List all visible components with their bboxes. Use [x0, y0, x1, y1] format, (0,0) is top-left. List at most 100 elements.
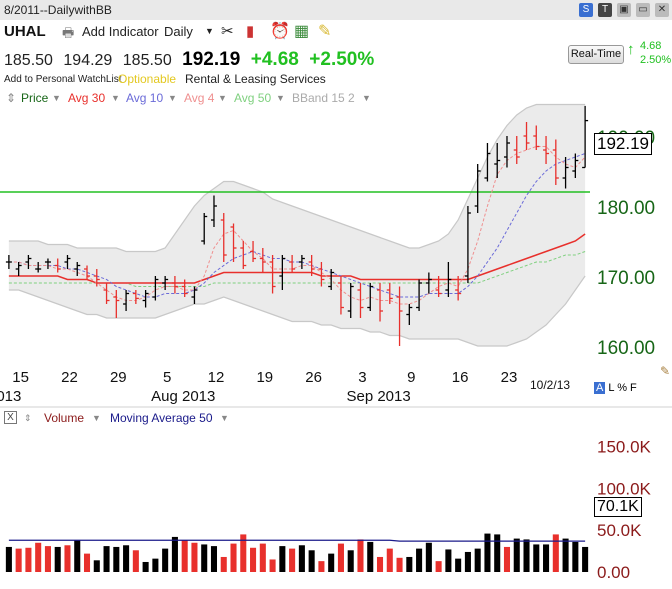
x-axis-tick: 26	[305, 369, 322, 386]
volume-bar	[464, 551, 471, 572]
last-volume-label: 70.1K	[594, 497, 642, 517]
volume-axis-tick: 100.0K	[597, 479, 652, 498]
price-bar	[357, 283, 364, 318]
legend-ma50[interactable]: Avg 50	[234, 91, 272, 105]
price-bar	[5, 255, 12, 269]
up-arrow-icon: ↑	[627, 41, 635, 58]
volume-bar	[523, 539, 530, 572]
option-pct[interactable]: %	[617, 382, 627, 394]
chevron-down-icon[interactable]: ▼	[52, 93, 61, 103]
close-panel-button[interactable]: X	[4, 411, 17, 424]
legend-ma30[interactable]: Avg 30	[68, 91, 106, 105]
volume-bar	[328, 553, 335, 572]
volume-bar	[250, 547, 257, 572]
pencil-icon[interactable]: ✎	[660, 364, 671, 378]
industry-label[interactable]: Rental & Leasing Services	[185, 72, 326, 86]
last-price-label: 192.19	[594, 133, 652, 155]
drag-handle-icon[interactable]: ⇕	[24, 413, 32, 423]
price-bar	[523, 122, 530, 150]
s-badge-icon[interactable]: S	[579, 3, 593, 17]
window-titlebar: 8/2011--DailywithBB S T ▣ ▭ ✕	[0, 0, 672, 21]
add-indicator-button[interactable]: Add Indicator	[82, 24, 159, 39]
chevron-down-icon[interactable]: ▼	[92, 413, 101, 423]
price-bar	[220, 213, 227, 262]
volume-chart[interactable]: 0.00 50.0K 100.0K 150.0K	[0, 426, 672, 589]
period-select[interactable]: Daily	[164, 24, 193, 39]
legend-bband[interactable]: BBand 15 2	[292, 91, 355, 105]
volume-ma50-line	[8, 539, 586, 542]
tools-icon[interactable]: ✂	[221, 23, 234, 40]
tv-badge-icon[interactable]: T	[598, 3, 612, 17]
option-l[interactable]: L	[608, 382, 615, 394]
volume-bar	[494, 534, 501, 572]
volume-bar	[142, 561, 149, 572]
alarm-icon[interactable]: ⏰	[270, 23, 290, 40]
volume-bar	[269, 559, 276, 572]
price-chart[interactable]: 160.00170.00180.00190.001522295121926391…	[0, 90, 672, 410]
save-icon[interactable]: ▣	[617, 3, 631, 17]
volume-bar	[210, 546, 218, 572]
symbol-label[interactable]: UHAL	[4, 23, 46, 40]
chevron-down-icon[interactable]: ▼	[218, 93, 227, 103]
price-bar	[289, 255, 296, 273]
volume-bar	[533, 544, 540, 572]
optionable-label: Optionable	[118, 72, 177, 86]
x-axis-tick: 29	[110, 369, 127, 386]
legend-volume-ma50[interactable]: Moving Average 50	[110, 411, 213, 425]
realtime-button[interactable]: Real-Time	[568, 45, 624, 64]
price-bar	[328, 269, 335, 290]
volume-bar	[367, 541, 374, 572]
legend-ma4[interactable]: Avg 4	[184, 91, 215, 105]
price-bar	[279, 255, 286, 290]
restore-icon[interactable]: ▭	[636, 3, 650, 17]
volume-bar	[201, 544, 208, 572]
chevron-down-icon[interactable]: ▼	[205, 26, 214, 36]
price-bar	[445, 262, 452, 297]
volume-bar	[552, 534, 559, 572]
volume-axis-tick: 0.00	[597, 563, 630, 582]
volume-bar	[503, 546, 511, 572]
close-icon[interactable]: ✕	[655, 3, 669, 17]
legend-volume[interactable]: Volume	[44, 411, 85, 425]
volume-bar	[445, 549, 452, 572]
x-axis-tick: 19	[256, 369, 273, 386]
volume-bar	[484, 533, 491, 572]
price-bar	[54, 258, 61, 273]
price-bar	[25, 255, 32, 269]
price-bar	[15, 262, 22, 276]
price-bar	[484, 143, 491, 182]
drag-handle-icon[interactable]: ⇕	[6, 91, 17, 105]
volume-bar	[123, 545, 130, 572]
chevron-down-icon[interactable]: ▼	[276, 93, 285, 103]
price-bar	[162, 276, 169, 290]
price-bar	[64, 255, 71, 269]
chevron-down-icon[interactable]: ▼	[362, 93, 371, 103]
price-bar	[152, 276, 159, 301]
option-a[interactable]: A	[594, 382, 606, 394]
printer-icon[interactable]: 🖶	[62, 25, 75, 40]
volume-bar	[230, 543, 237, 572]
bollinger-band-fill	[8, 104, 586, 346]
legend-price[interactable]: Price	[21, 91, 49, 105]
price-bar	[377, 283, 384, 322]
chevron-down-icon[interactable]: ▼	[168, 93, 177, 103]
price-bar	[318, 262, 325, 287]
bar-chart-icon[interactable]: ▮	[246, 23, 255, 40]
x-axis-month: Sep 2013	[346, 388, 410, 405]
x-axis-tick: 23	[501, 369, 518, 386]
chevron-down-icon[interactable]: ▼	[111, 93, 120, 103]
volume-bar	[5, 546, 12, 572]
volume-bar	[289, 548, 296, 572]
volume-bar	[318, 561, 325, 572]
option-f[interactable]: F	[630, 382, 637, 394]
price-bar	[191, 286, 198, 304]
low-value: 185.50	[122, 52, 172, 69]
chevron-down-icon[interactable]: ▼	[220, 413, 229, 423]
note-icon[interactable]: ✎	[318, 23, 332, 40]
legend-ma10[interactable]: Avg 10	[126, 91, 164, 105]
calendar-icon[interactable]: ▦	[294, 23, 310, 40]
last-price: 192.19	[182, 49, 241, 70]
volume-bar	[93, 560, 100, 572]
add-watchlist-link[interactable]: Add to Personal WatchList	[4, 74, 122, 85]
price-bar	[562, 157, 569, 189]
